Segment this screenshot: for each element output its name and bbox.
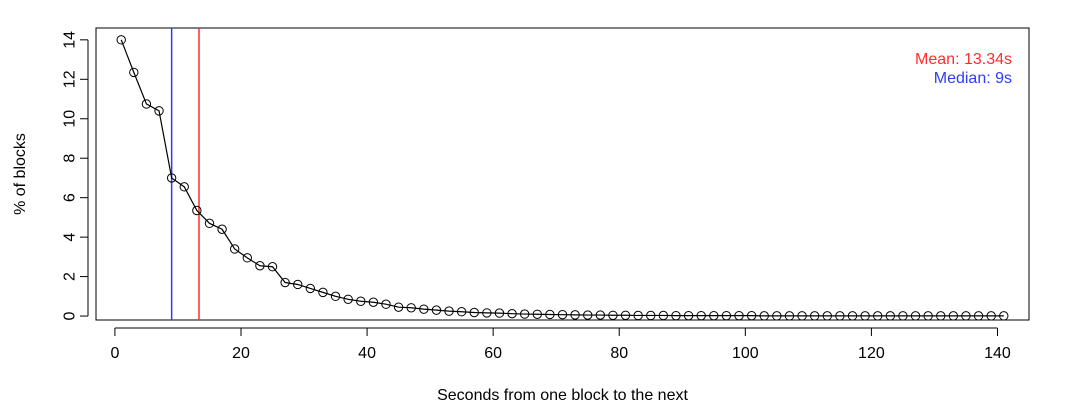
y-tick-label: 14 (62, 31, 79, 49)
data-point (318, 287, 328, 298)
data-point (986, 311, 996, 321)
legend: Mean: 13.34s Median: 9s (915, 51, 1012, 87)
data-point (154, 106, 164, 116)
data-point (293, 279, 303, 290)
data-point (746, 310, 757, 321)
data-point (923, 311, 933, 321)
data-point (860, 311, 870, 321)
data-point (368, 297, 379, 307)
data-point (545, 309, 555, 320)
data-point (444, 306, 454, 316)
data-point (570, 310, 580, 320)
data-point (948, 311, 959, 321)
x-axis: 0 20 40 60 80 100 120 140 (110, 327, 1011, 362)
y-tick-label: 8 (62, 154, 79, 163)
data-point (772, 311, 782, 321)
data-point (204, 218, 215, 229)
x-tick-label: 140 (984, 345, 1011, 362)
data-point (166, 173, 177, 183)
y-tick-label: 0 (62, 312, 79, 321)
data-point (973, 311, 984, 321)
x-axis-title: Seconds from one block to the next (437, 387, 688, 404)
data-point (192, 205, 202, 216)
data-point (469, 307, 479, 318)
data-point (683, 310, 694, 321)
reference-lines (170, 28, 200, 320)
x-tick-label: 100 (732, 345, 759, 362)
data-point (330, 291, 341, 302)
data-point (595, 310, 606, 320)
data-point (129, 67, 139, 78)
data-point (381, 299, 391, 309)
data-point (633, 310, 643, 321)
data-point (759, 311, 769, 321)
data-point (482, 308, 492, 318)
data-point (507, 308, 517, 319)
data-point (936, 311, 946, 321)
data-point (721, 310, 732, 321)
data-point (709, 310, 719, 321)
data-point (116, 35, 126, 45)
data-point (784, 311, 795, 321)
data-point (393, 302, 404, 312)
data-point (910, 311, 921, 321)
data-point (620, 310, 631, 320)
data-point (267, 262, 278, 272)
plot-frame (95, 27, 1030, 321)
data-point (242, 253, 252, 263)
data-point (431, 305, 442, 315)
data-point (583, 310, 593, 320)
series-line (120, 39, 1004, 317)
data-point (406, 303, 416, 313)
data-point (671, 310, 681, 321)
x-tick-label: 20 (232, 345, 250, 362)
x-tick-label: 40 (358, 345, 376, 362)
y-tick-label: 4 (62, 233, 79, 242)
data-point (305, 283, 316, 294)
data-point (847, 311, 858, 321)
data-point (255, 261, 265, 271)
data-point (696, 310, 706, 321)
data-point (809, 311, 820, 321)
legend-entry: Median: 9s (934, 70, 1012, 87)
y-axis: 0 2 4 6 8 10 12 14 (62, 31, 89, 321)
x-tick-label: 80 (610, 345, 628, 362)
data-point (898, 311, 908, 321)
data-point (217, 224, 227, 234)
x-tick-label: 0 (110, 345, 119, 362)
data-point (456, 307, 467, 317)
y-tick-label: 2 (62, 272, 79, 281)
data-point (179, 182, 189, 192)
data-point (797, 311, 807, 321)
data-point (280, 277, 290, 288)
data-point (229, 244, 240, 254)
data-point (419, 304, 429, 314)
data-point (835, 311, 845, 321)
data-point (356, 296, 366, 306)
data-series (116, 35, 1009, 321)
y-tick-label: 12 (62, 70, 79, 88)
data-point (658, 310, 669, 321)
data-point (646, 310, 656, 321)
data-point (141, 99, 152, 109)
y-tick-label: 6 (62, 193, 79, 202)
data-point (519, 309, 530, 319)
data-point (608, 310, 618, 320)
data-point (822, 311, 832, 321)
data-point (494, 308, 505, 318)
x-tick-label: 60 (484, 345, 502, 362)
y-axis-title: % of blocks (12, 133, 29, 215)
x-tick-label: 120 (858, 345, 885, 362)
data-point (873, 311, 883, 321)
data-point (999, 311, 1009, 321)
data-point (961, 311, 971, 321)
data-point (532, 309, 542, 319)
data-point (343, 294, 353, 304)
y-tick-label: 10 (62, 110, 79, 128)
data-point (557, 309, 568, 320)
data-point (885, 311, 896, 321)
legend-entry: Mean: 13.34s (915, 51, 1012, 68)
data-point (734, 310, 744, 321)
